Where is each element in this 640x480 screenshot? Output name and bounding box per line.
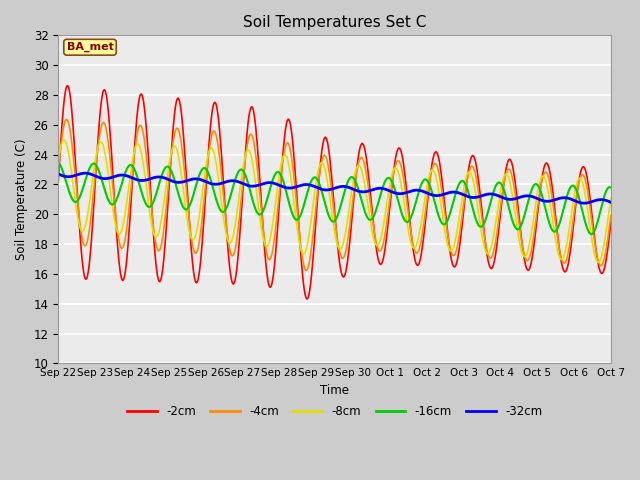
-2cm (420, 236, 428, 242)
-4cm (178, 146, 186, 152)
Title: Soil Temperatures Set C: Soil Temperatures Set C (243, 15, 426, 30)
-4cm (122, 231, 130, 237)
Line: -16cm: -16cm (58, 163, 611, 234)
-8cm (207, 145, 215, 151)
-4cm (54, 169, 62, 175)
Legend: -2cm, -4cm, -8cm, -16cm, -32cm: -2cm, -4cm, -8cm, -16cm, -32cm (122, 401, 547, 423)
-8cm (419, 210, 426, 216)
-16cm (207, 176, 214, 182)
-2cm (607, 219, 615, 225)
-32cm (403, 190, 410, 195)
X-axis label: Time: Time (320, 384, 349, 397)
-32cm (81, 170, 89, 176)
-2cm (122, 264, 130, 270)
-4cm (420, 224, 428, 229)
-2cm (303, 296, 311, 302)
-32cm (207, 181, 215, 187)
-16cm (418, 180, 426, 186)
Line: -32cm: -32cm (58, 173, 611, 203)
-32cm (54, 171, 62, 177)
-2cm (63, 83, 71, 88)
-2cm (207, 116, 215, 121)
-16cm (402, 218, 410, 224)
-8cm (595, 260, 602, 265)
Line: -2cm: -2cm (58, 85, 611, 299)
Line: -4cm: -4cm (58, 120, 611, 270)
-16cm (122, 170, 129, 176)
-16cm (587, 231, 595, 237)
-4cm (65, 122, 73, 128)
-8cm (122, 205, 130, 211)
-16cm (54, 160, 62, 166)
-8cm (403, 216, 410, 222)
-32cm (122, 173, 130, 179)
-4cm (607, 212, 615, 218)
-8cm (54, 156, 62, 162)
-16cm (65, 186, 72, 192)
-8cm (65, 153, 73, 159)
Line: -8cm: -8cm (58, 140, 611, 263)
-32cm (580, 200, 588, 206)
-4cm (403, 203, 411, 208)
-4cm (207, 134, 215, 140)
-16cm (607, 185, 615, 191)
-16cm (177, 200, 185, 206)
Y-axis label: Soil Temperature (C): Soil Temperature (C) (15, 139, 28, 260)
-32cm (419, 188, 426, 194)
Text: BA_met: BA_met (67, 42, 113, 52)
-2cm (403, 193, 411, 199)
-4cm (303, 267, 310, 273)
-4cm (63, 117, 70, 122)
-8cm (60, 137, 67, 143)
-8cm (607, 195, 615, 201)
-32cm (607, 200, 615, 205)
-8cm (178, 177, 186, 182)
-32cm (178, 179, 186, 185)
-2cm (178, 116, 186, 122)
-2cm (54, 179, 62, 184)
-32cm (65, 174, 72, 180)
-2cm (65, 86, 73, 92)
